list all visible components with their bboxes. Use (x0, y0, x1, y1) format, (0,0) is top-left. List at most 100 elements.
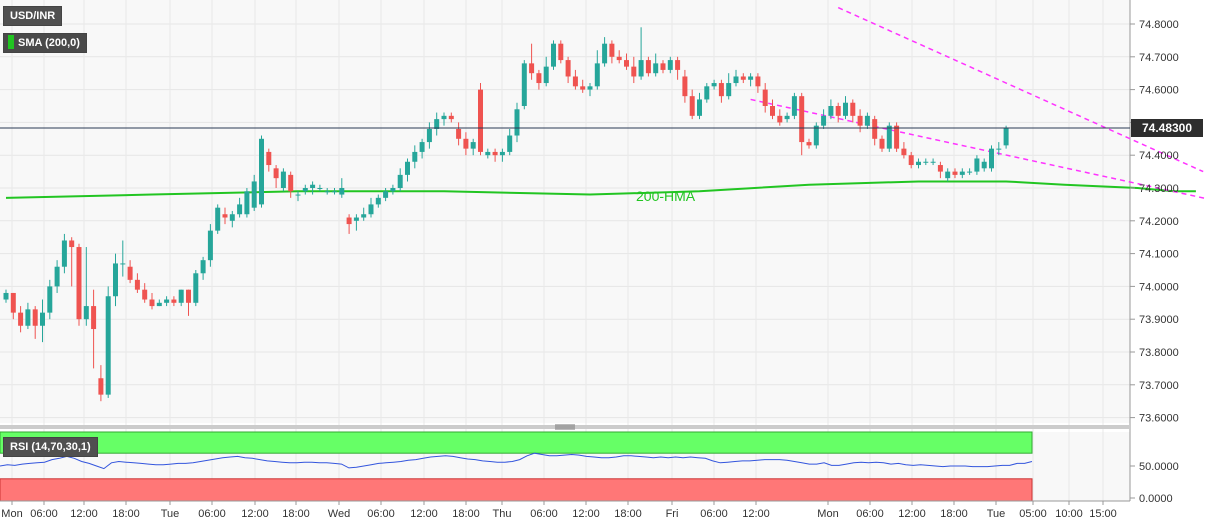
candle[interactable] (25, 302, 31, 330)
candle[interactable] (105, 286, 111, 398)
candle[interactable] (353, 214, 359, 231)
candle[interactable] (1003, 125, 1009, 149)
candle[interactable] (762, 83, 768, 113)
candle[interactable] (193, 270, 199, 307)
candle[interactable] (996, 142, 1002, 156)
candle[interactable] (551, 40, 556, 70)
candle[interactable] (237, 197, 243, 218)
candle[interactable] (419, 138, 425, 159)
candle[interactable] (40, 299, 45, 343)
candle[interactable] (675, 56, 681, 80)
candle[interactable] (967, 168, 973, 175)
candle[interactable] (324, 188, 330, 195)
rsi-badge[interactable]: RSI (14,70,30,1) (3, 437, 98, 457)
candle[interactable] (821, 109, 827, 129)
candle[interactable] (156, 299, 162, 307)
candle[interactable] (580, 79, 586, 93)
candle[interactable] (383, 188, 389, 202)
candle[interactable] (295, 191, 301, 202)
candle[interactable] (981, 158, 987, 172)
candle[interactable] (375, 194, 381, 208)
sma-badge[interactable]: SMA (200,0) (3, 33, 87, 53)
candle[interactable] (791, 92, 797, 120)
candle[interactable] (602, 37, 608, 67)
candle[interactable] (499, 148, 505, 162)
candle[interactable] (470, 138, 476, 156)
candle[interactable] (784, 112, 790, 123)
candle[interactable] (609, 40, 615, 64)
candle[interactable] (755, 73, 761, 93)
candle[interactable] (259, 135, 264, 208)
candle[interactable] (514, 102, 520, 143)
candle[interactable] (280, 168, 286, 192)
candle[interactable] (266, 148, 272, 172)
candle[interactable] (704, 83, 710, 103)
candle[interactable] (529, 43, 535, 80)
candle[interactable] (339, 178, 345, 198)
candle[interactable] (828, 99, 834, 120)
candle[interactable] (134, 273, 140, 293)
candle[interactable] (456, 122, 462, 146)
candle[interactable] (229, 210, 235, 228)
candle[interactable] (638, 27, 644, 80)
candle[interactable] (61, 233, 67, 274)
candle[interactable] (83, 247, 89, 326)
candle[interactable] (923, 158, 929, 166)
candle[interactable] (492, 148, 498, 162)
candle[interactable] (215, 204, 221, 234)
candle[interactable] (945, 168, 951, 182)
candle[interactable] (426, 122, 432, 149)
candle[interactable] (10, 292, 16, 320)
candle[interactable] (69, 237, 75, 287)
candle[interactable] (434, 112, 440, 136)
candle[interactable] (850, 99, 856, 123)
candle[interactable] (587, 83, 593, 97)
candle[interactable] (207, 224, 213, 267)
candle[interactable] (98, 365, 104, 402)
candle[interactable] (361, 207, 367, 221)
candle[interactable] (142, 283, 148, 303)
candle[interactable] (405, 158, 410, 182)
candle[interactable] (171, 296, 177, 307)
candle[interactable] (412, 145, 418, 169)
candle[interactable] (777, 109, 783, 126)
candle[interactable] (748, 73, 754, 87)
candle[interactable] (740, 73, 746, 84)
candle[interactable] (930, 158, 936, 166)
candle[interactable] (711, 79, 717, 90)
candle[interactable] (18, 306, 24, 333)
candle[interactable] (667, 56, 673, 74)
candle[interactable] (54, 260, 60, 293)
candle[interactable] (32, 306, 38, 339)
candle[interactable] (273, 165, 279, 188)
candle[interactable] (368, 197, 374, 218)
candle[interactable] (952, 168, 958, 179)
candle[interactable] (47, 279, 53, 320)
candle[interactable] (770, 99, 775, 120)
candle[interactable] (894, 122, 900, 152)
candle[interactable] (660, 60, 666, 74)
candle[interactable] (397, 168, 403, 192)
candle[interactable] (806, 138, 812, 149)
candle[interactable] (572, 69, 578, 90)
candle[interactable] (91, 289, 97, 369)
candle[interactable] (682, 69, 688, 103)
candle[interactable] (886, 122, 892, 152)
candle[interactable] (908, 151, 914, 169)
candle[interactable] (346, 214, 352, 234)
candle[interactable] (864, 112, 870, 129)
candle[interactable] (726, 73, 732, 100)
candle[interactable] (653, 53, 659, 77)
candle[interactable] (390, 184, 396, 195)
candle[interactable] (558, 40, 564, 64)
candle[interactable] (959, 168, 965, 179)
candle[interactable] (565, 56, 571, 84)
candle[interactable] (989, 145, 994, 172)
candle[interactable] (507, 128, 513, 156)
candle[interactable] (697, 92, 702, 120)
candle[interactable] (916, 158, 921, 169)
candle[interactable] (244, 188, 250, 218)
trendline-lower[interactable] (750, 98, 1207, 201)
candle[interactable] (3, 289, 9, 303)
candle[interactable] (616, 50, 622, 64)
